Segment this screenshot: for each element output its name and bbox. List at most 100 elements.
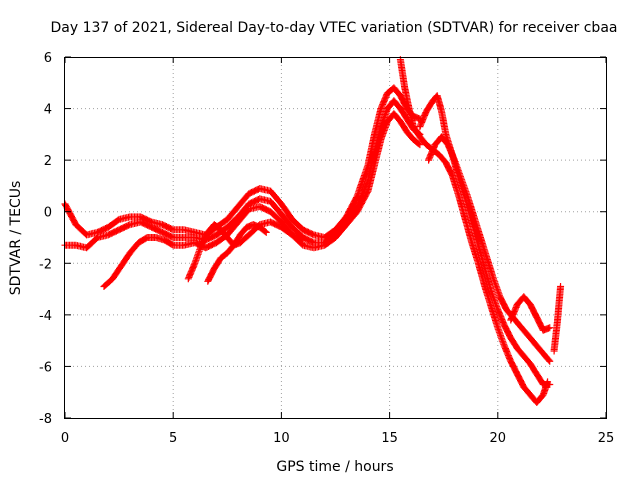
data-point-segment	[533, 370, 546, 387]
series-track-1	[61, 84, 424, 241]
x-tick-label: 20	[490, 431, 507, 446]
data-point-segment	[533, 392, 546, 406]
series-track-9	[507, 293, 554, 334]
data-point-segment	[210, 255, 224, 272]
data-point-segment	[191, 243, 205, 267]
data-point-segment	[474, 259, 488, 289]
data-point-segment	[494, 306, 508, 328]
data-point-segment	[321, 234, 338, 249]
data-point-segment	[507, 357, 521, 377]
data-point-segment	[256, 223, 269, 235]
data-point-segment	[342, 209, 360, 229]
data-point-segment	[533, 313, 547, 333]
data-point-segment	[494, 324, 508, 348]
y-axis-label: SDTVAR / TECUs	[8, 181, 24, 296]
data-point-segment	[435, 151, 449, 166]
data-point-segment	[513, 370, 527, 390]
data-point-segment	[507, 334, 520, 351]
data-point-segment	[223, 214, 241, 231]
data-point-segment	[403, 128, 416, 142]
data-point-segment	[477, 234, 490, 261]
x-axis-label: GPS time / hours	[276, 459, 393, 475]
data-point-segment	[377, 91, 391, 113]
data-point-segment	[470, 213, 484, 240]
data-point-segment	[353, 163, 371, 200]
data-point-segment	[522, 329, 535, 343]
data-point-segment	[204, 266, 218, 285]
data-point	[416, 141, 424, 149]
data-point-segment	[444, 141, 458, 163]
data-point-segment	[137, 218, 154, 230]
data-point-segment	[433, 92, 445, 114]
data-point-segment	[126, 240, 142, 257]
data-point-segment	[487, 288, 501, 312]
data-point-segment	[117, 250, 133, 270]
data-point-segment	[481, 264, 495, 294]
data-point-segment	[500, 342, 514, 364]
data-point-segment	[364, 163, 378, 195]
series-track-10	[550, 282, 565, 355]
plot-frame	[64, 57, 607, 419]
data-point-segment	[520, 383, 533, 398]
data-point-segment	[520, 293, 533, 307]
data-point-segment	[500, 321, 514, 341]
data-point-segment	[83, 235, 100, 252]
data-point-segment	[267, 197, 284, 217]
data-point-segment	[277, 200, 295, 222]
data-point-segment	[217, 250, 230, 262]
data-point-segment	[371, 137, 385, 169]
chart-title: Day 137 of 2021, Sidereal Day-to-day VTE…	[51, 20, 618, 36]
data-point-segment	[371, 124, 385, 156]
y-tick-label: 0	[44, 206, 52, 221]
data-point-segment	[507, 302, 521, 324]
data-point-segment	[267, 208, 284, 225]
data-point-segment	[277, 210, 295, 230]
x-tick-label: 15	[381, 431, 398, 446]
data-point-segment	[234, 191, 252, 211]
data-point-segment	[526, 360, 540, 377]
series-track-3	[100, 110, 424, 290]
data-point-segment	[409, 123, 423, 140]
x-tick-label: 5	[169, 431, 177, 446]
data-point-segment	[520, 352, 533, 367]
data-point-segment	[210, 221, 224, 233]
data-point-segment	[217, 226, 230, 240]
data-point-segment	[474, 241, 488, 271]
data-point-segment	[553, 284, 564, 327]
data-point-segment	[223, 204, 241, 223]
data-point-segment	[405, 105, 417, 129]
data-point-segment	[438, 133, 451, 148]
data-point-segment	[161, 236, 176, 248]
x-tick-label: 10	[273, 431, 290, 446]
data-point-segment	[442, 159, 456, 178]
y-tick-label: -6	[39, 360, 52, 375]
data-point-segment	[535, 344, 548, 359]
data-point-segment	[135, 234, 150, 247]
data-point-segment	[425, 142, 438, 164]
data-point-segment	[390, 97, 403, 111]
data-point-segment	[416, 133, 429, 148]
data-point-segment	[230, 232, 243, 249]
data-point-segment	[321, 227, 338, 241]
data-point-segment	[451, 156, 464, 181]
data-point-segment	[468, 239, 482, 266]
data-point-segment	[513, 344, 527, 359]
data-point-segment	[490, 275, 503, 299]
data-point	[546, 380, 554, 388]
y-tick-label: -2	[39, 257, 52, 272]
data-point-segment	[267, 187, 284, 207]
data-point	[299, 236, 307, 244]
data-point-segment	[464, 192, 477, 219]
data-point	[262, 228, 270, 236]
y-tick-label: 4	[44, 103, 52, 118]
data-point-segment	[457, 174, 471, 199]
data-point-segment	[288, 215, 306, 233]
data-point-segment	[396, 105, 410, 122]
data-point-segment	[288, 231, 306, 243]
data-point-segment	[416, 109, 430, 131]
series-track-6	[396, 56, 552, 406]
data-point-segment	[390, 110, 403, 124]
data-point-segment	[104, 216, 122, 231]
x-tick-label: 25	[598, 431, 615, 446]
